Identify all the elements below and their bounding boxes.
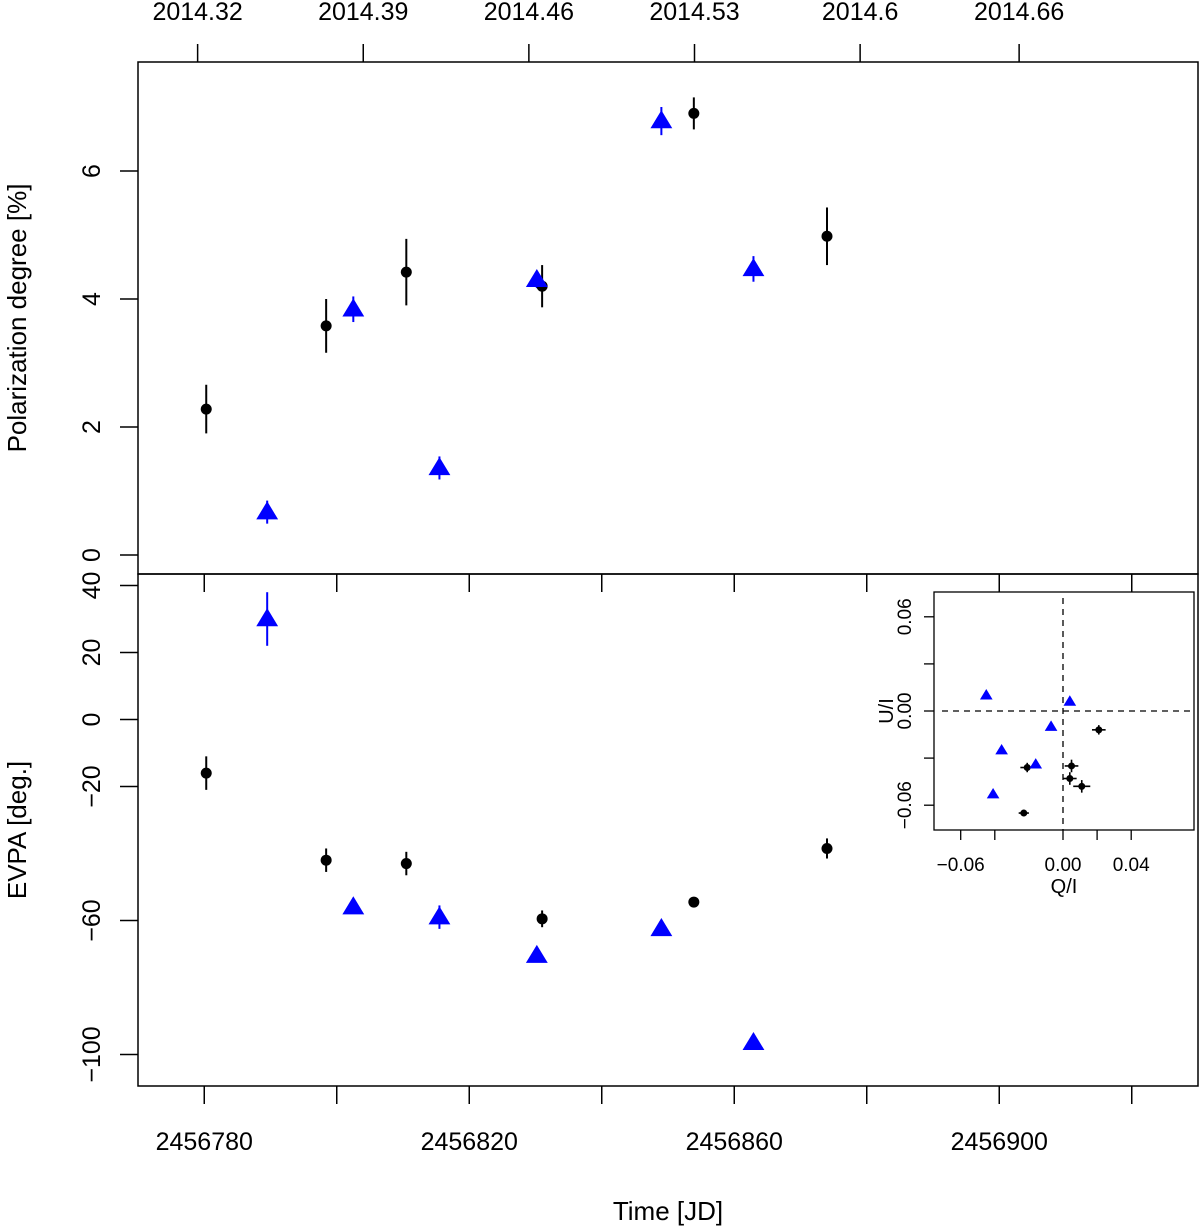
- inset-point-circle-3: [1023, 764, 1031, 772]
- inset-y-tick-label: 0.00: [895, 693, 916, 730]
- bottom-y-tick-label: 0: [78, 713, 106, 727]
- top-point-circle-6: [821, 230, 833, 242]
- bottom-point-circle-4: [536, 913, 548, 925]
- inset-reference-lines: [942, 598, 1190, 830]
- bottom-panel-markers: [200, 608, 833, 1050]
- bottom-y-tick-label: −100: [78, 1026, 106, 1082]
- bottom-point-triangle-5: [650, 918, 673, 937]
- top-point-circle-5: [688, 107, 700, 119]
- bottom-point-triangle-6: [742, 1031, 765, 1050]
- top-axis-tick-label: 2014.66: [974, 0, 1064, 26]
- top-axis-tick-label: 2014.53: [649, 0, 739, 26]
- bottom-y-tick-label: 20: [78, 639, 106, 667]
- inset-frame: [933, 591, 1195, 831]
- inset-point-circle-6: [1020, 809, 1028, 817]
- top-point-triangle-3: [428, 457, 451, 476]
- top-y-tick-label: 0: [78, 548, 106, 562]
- bottom-panel-frame: [137, 573, 1199, 1087]
- top-point-circle-2: [320, 320, 332, 332]
- bottom-y-tick-label: 40: [78, 572, 106, 600]
- bottom-point-triangle-3: [428, 906, 451, 925]
- bottom-x-tick-label: 2456780: [156, 1128, 253, 1156]
- x-axis-label: Time [JD]: [613, 1196, 723, 1226]
- top-y-tick-label: 6: [78, 164, 106, 178]
- bottom-point-circle-1: [200, 767, 212, 779]
- top-axis-tick-label: 2014.6: [822, 0, 898, 26]
- top-y-tick-label: 2: [78, 420, 106, 434]
- bottom-x-tick-label: 2456820: [421, 1128, 518, 1156]
- bottom-y-tick-label: −60: [78, 899, 106, 941]
- bottom-point-circle-3: [400, 858, 412, 870]
- bottom-y-tick-label: −20: [78, 765, 106, 807]
- inset-point-triangle-4: [995, 743, 1008, 755]
- top-point-circle-3: [400, 266, 412, 278]
- inset-y-tick-label: 0.06: [895, 598, 916, 635]
- inset-point-triangle-5: [1029, 758, 1043, 769]
- top-panel-y-axis: 0 2 4 6: [78, 164, 138, 562]
- inset-x-tick-label: 0.04: [1113, 855, 1150, 876]
- top-point-triangle-5: [650, 110, 673, 129]
- bottom-point-circle-2: [320, 854, 332, 866]
- inset-point-circle-2: [1068, 762, 1076, 770]
- bottom-point-triangle-4: [525, 944, 548, 963]
- top-axis-tick-label: 2014.32: [152, 0, 242, 26]
- inset-x-axis: −0.06 0.00 0.04: [937, 830, 1150, 876]
- inset-point-circle-1: [1095, 726, 1103, 734]
- inset-y-tick-label: −0.06: [895, 781, 916, 829]
- inset-point-circle-4: [1066, 775, 1074, 783]
- inset-point-triangle-6: [986, 787, 1000, 799]
- inset-qu-plane: −0.06 0.00 0.04 −0.06 0.00 0.06 Q/I U/I: [876, 591, 1195, 898]
- inset-point-circle-5: [1078, 782, 1086, 790]
- top-axis-tick-label: 2014.39: [318, 0, 408, 26]
- inset-x-tick-label: 0.00: [1045, 855, 1082, 876]
- inset-x-label: Q/I: [1051, 876, 1078, 898]
- top-point-circle-1: [200, 403, 212, 415]
- top-axis-decimal-year: 2014.32 2014.39 2014.46 2014.53 2014.6 2014.6…: [152, 0, 1064, 62]
- bottom-point-circle-5: [688, 896, 700, 908]
- bottom-point-circle-6: [821, 842, 833, 854]
- bottom-x-tick-label: 2456860: [686, 1128, 783, 1156]
- bottom-point-triangle-2: [342, 896, 365, 915]
- inset-point-triangle-3: [1044, 720, 1058, 731]
- top-y-tick-label: 4: [78, 292, 106, 306]
- top-point-triangle-2: [342, 298, 365, 317]
- top-point-triangle-1: [256, 501, 279, 520]
- top-axis-tick-label: 2014.46: [484, 0, 574, 26]
- inset-x-tick-label: −0.06: [937, 855, 985, 876]
- bottom-panel-evpa: 2456780 2456820 2456860 2456900 −100 −60 −20 0…: [2, 572, 1199, 1226]
- inset-point-triangle-2: [1063, 695, 1077, 706]
- top-point-triangle-4: [525, 268, 548, 288]
- top-panel-markers: [200, 107, 833, 520]
- bottom-x-tick-label: 2456900: [951, 1128, 1048, 1156]
- inset-point-triangle-1: [979, 689, 993, 700]
- inset-y-label: U/I: [876, 698, 898, 724]
- top-panel-y-label: Polarization degree [%]: [2, 184, 32, 453]
- inset-markers: [979, 689, 1103, 817]
- bottom-point-triangle-1: [256, 608, 279, 627]
- bottom-panel-y-label: EVPA [deg.]: [2, 761, 32, 899]
- top-panel-polarization: 2014.32 2014.39 2014.46 2014.53 2014.6 2014.6…: [2, 0, 1199, 575]
- bottom-panel-y-axis: −100 −60 −20 0 20 40: [78, 572, 138, 1083]
- bottom-panel-x-axis: 2456780 2456820 2456860 2456900: [156, 574, 1133, 1156]
- inset-y-axis: −0.06 0.00 0.06: [895, 598, 934, 829]
- top-point-triangle-6: [742, 258, 765, 277]
